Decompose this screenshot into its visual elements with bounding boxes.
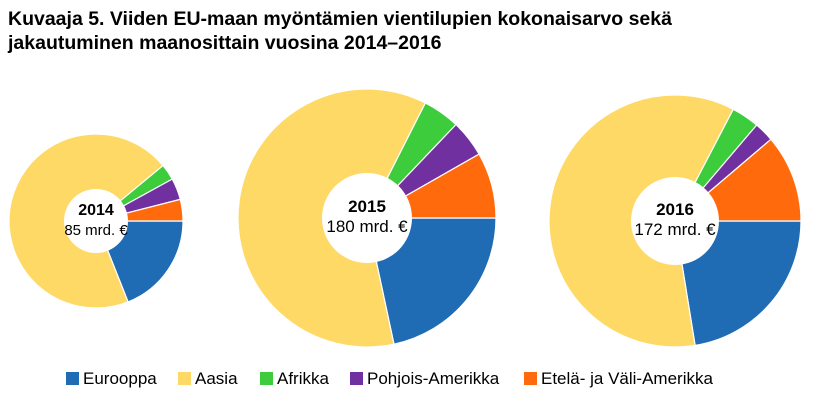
donut-total-label-2016: 172 mrd. € xyxy=(634,220,716,239)
legend-label-1: Eurooppa xyxy=(83,369,157,388)
legend-swatch-1 xyxy=(66,372,79,385)
donut-2014: 2014 85 mrd. € xyxy=(8,133,184,309)
donut-year-label-2016: 2016 xyxy=(656,200,694,219)
donut-hole-2014 xyxy=(64,189,128,253)
legend-label-2: Aasia xyxy=(195,369,238,388)
donut-hole-2016 xyxy=(631,177,719,265)
donut-hole-2015 xyxy=(322,173,412,263)
legend-swatch-4 xyxy=(350,372,363,385)
slice-2016-eurooppa xyxy=(674,220,802,347)
chart-title-line-2: jakautuminen maanosittain vuosina 2014–2… xyxy=(8,32,442,54)
donut-year-label-2014: 2014 xyxy=(78,202,114,219)
slice-2015-eurooppa xyxy=(366,217,497,345)
chart-title-line-1: Kuvaaja 5. Viiden EU-maan myöntämien vie… xyxy=(8,8,672,30)
donut-total-label-2014: 85 mrd. € xyxy=(64,222,128,239)
donut-year-label-2015: 2015 xyxy=(348,197,386,216)
donut-total-label-2015: 180 mrd. € xyxy=(326,217,408,236)
legend: Eurooppa Aasia Afrikka Pohjois-Amerikka Etel… xyxy=(66,369,713,388)
legend-label-3: Afrikka xyxy=(277,369,330,388)
legend-swatch-5 xyxy=(524,372,537,385)
legend-label-4: Pohjois-Amerikka xyxy=(367,369,500,388)
legend-label-5: Etelä- ja Väli-Amerikka xyxy=(541,369,713,388)
legend-swatch-3 xyxy=(260,372,273,385)
legend-swatch-2 xyxy=(178,372,191,385)
chart-title: Kuvaaja 5. Viiden EU-maan myöntämien vie… xyxy=(8,7,813,55)
